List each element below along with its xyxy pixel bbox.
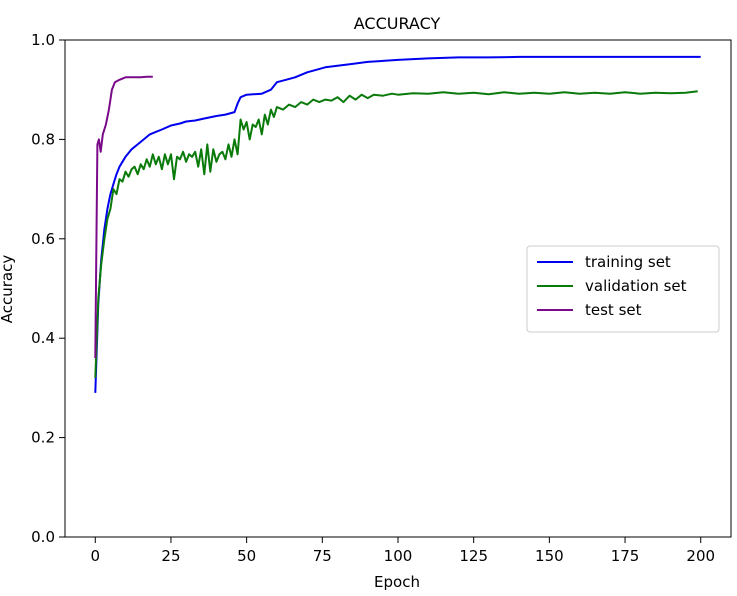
x-tick-label: 75 xyxy=(313,547,332,565)
y-axis-label: Accuracy xyxy=(0,255,16,324)
x-tick-label: 175 xyxy=(611,547,640,565)
y-axis: 0.0 0.2 0.4 0.6 0.8 1.0 xyxy=(31,31,65,546)
plot-area-frame xyxy=(64,39,732,538)
series-line-validation-set xyxy=(94,90,698,379)
x-tick-label: 0 xyxy=(90,547,100,565)
legend-entry-label: test set xyxy=(585,301,642,319)
y-tick-label: 0.0 xyxy=(31,528,55,546)
legend-entry-label: training set xyxy=(585,253,671,271)
y-tick-label: 0.8 xyxy=(31,130,55,148)
x-axis-label: Epoch xyxy=(374,573,420,591)
x-tick-label: 50 xyxy=(237,547,256,565)
y-tick-label: 0.2 xyxy=(31,429,55,447)
series-line-test-set xyxy=(94,75,153,359)
x-tick-label: 25 xyxy=(161,547,180,565)
x-tick-label: 200 xyxy=(686,547,715,565)
x-axis: 0 25 50 75 100 125 150 175 200 xyxy=(90,537,715,565)
y-tick-label: 0.4 xyxy=(31,329,55,347)
x-tick-label: 100 xyxy=(384,547,413,565)
legend: training set validation set test set xyxy=(526,245,720,333)
y-tick-label: 0.6 xyxy=(31,230,55,248)
legend-box xyxy=(526,245,720,333)
series-line-training-set xyxy=(94,55,701,393)
y-tick-label: 1.0 xyxy=(31,31,55,49)
legend-entry-label: validation set xyxy=(585,277,687,295)
series-layer xyxy=(94,55,701,393)
x-tick-label: 125 xyxy=(459,547,488,565)
x-tick-label: 150 xyxy=(535,547,564,565)
chart-title: ACCURACY xyxy=(354,14,441,33)
